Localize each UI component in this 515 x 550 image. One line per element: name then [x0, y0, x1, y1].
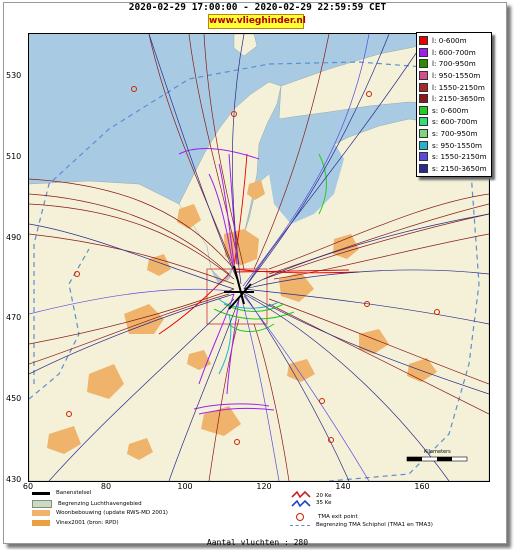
time-range-title: 2020-02-29 17:00:00 - 2020-02-29 22:59:5… [128, 2, 387, 13]
scale-bar [406, 456, 468, 462]
key-tma-exit: TMA exit point [290, 513, 358, 521]
airport-swatch [32, 500, 52, 508]
map-key: Banenstelsel Begrenzing Luchthavengebied… [32, 489, 492, 531]
legend-label: s: 950-1550m [432, 140, 483, 150]
key-label: Woonbebouwing (update RWS-MD 2001) [56, 510, 168, 516]
vinex-swatch [32, 520, 50, 526]
legend-label: l: 1550-2150m [432, 82, 485, 92]
legend-row: s: 0-600m [419, 105, 489, 117]
x-tick-100: 100 [177, 482, 193, 491]
y-tick-510: 510 [6, 152, 22, 161]
legend-label: l: 0-600m [432, 36, 467, 46]
legend-row: s: 600-700m [419, 116, 489, 128]
legend-label: s: 600-700m [432, 117, 478, 127]
legend-swatch [419, 36, 428, 46]
key-label: Vinex2001 (bron: RPD) [56, 520, 119, 526]
key-label: Banenstelsel [56, 490, 92, 496]
noise-zone-icon [290, 489, 312, 513]
key-label: Begrenzing Luchthavengebied [58, 501, 142, 507]
legend-label: s: 700-950m [432, 129, 478, 139]
tracks-teal [218, 298, 280, 375]
runway-swatch [32, 491, 50, 495]
legend-swatch [419, 140, 428, 150]
legend-swatch [419, 105, 428, 115]
y-tick-430: 430 [6, 475, 22, 484]
legend-label: l: 700-950m [432, 59, 476, 69]
noise-35ke-label: 35 Ke [316, 500, 332, 506]
legend-swatch [419, 129, 428, 139]
legend-swatch [419, 71, 428, 81]
tracks-landing-high [29, 34, 489, 481]
key-tma-boundary: Begrenzing TMA Schiphol (TMA1 en TMA3) [290, 522, 433, 528]
legend-row: l: 600-700m [419, 47, 489, 59]
legend-swatch [419, 117, 428, 127]
legend-swatch [419, 94, 428, 104]
legend-row: s: 1550-2150m [419, 151, 489, 163]
legend-swatch [419, 47, 428, 57]
tma-exit-icon [296, 513, 304, 521]
legend-swatch [419, 82, 428, 92]
tracks-green [213, 153, 327, 332]
legend-row: s: 700-950m [419, 128, 489, 140]
key-label: TMA exit point [318, 514, 358, 520]
legend-row: l: 0-600m [419, 35, 489, 47]
legend-label: l: 950-1550m [432, 71, 481, 81]
tracks-landing-low [158, 153, 360, 335]
flight-track-map[interactable]: Kilometers [28, 33, 490, 482]
legend-swatch [419, 152, 428, 162]
tracks-departure-high [29, 34, 489, 481]
scale-label: Kilometers [424, 449, 451, 455]
y-tick-530: 530 [6, 71, 22, 80]
land-north-holland [178, 81, 282, 283]
legend-label: l: 600-700m [432, 47, 476, 57]
x-tick-140: 140 [335, 482, 351, 491]
y-tick-490: 490 [6, 233, 22, 242]
legend-label: s: 0-600m [432, 105, 469, 115]
key-housing: Woonbebouwing (update RWS-MD 2001) [32, 510, 168, 516]
tma-boundary-icon [290, 524, 310, 526]
legend-swatch [419, 59, 428, 69]
markermeer-water [269, 129, 344, 224]
legend-label: s: 2150-3650m [432, 163, 487, 173]
x-tick-160: 160 [414, 482, 430, 491]
y-tick-450: 450 [6, 394, 22, 403]
site-brand-badge[interactable]: www.vlieghinder.nl [208, 14, 306, 29]
y-tick-470: 470 [6, 313, 22, 322]
legend-swatch [419, 163, 428, 173]
key-airport-boundary: Begrenzing Luchthavengebied [32, 500, 142, 508]
legend-row: s: 950-1550m [419, 139, 489, 151]
flight-count: Aantal vluchten : 280 [206, 538, 309, 547]
legend-label: l: 2150-3650m [432, 94, 485, 104]
x-tick-80: 80 [100, 482, 112, 491]
x-tick-120: 120 [256, 482, 272, 491]
housing-swatch [32, 510, 50, 516]
urban-areas [47, 180, 437, 460]
legend-row: l: 2150-3650m [419, 93, 489, 105]
legend-label: s: 1550-2150m [432, 152, 487, 162]
land-texel [233, 34, 258, 57]
key-vinex: Vinex2001 (bron: RPD) [32, 520, 119, 526]
legend-row: l: 700-950m [419, 58, 489, 70]
runways [224, 265, 254, 310]
key-runways: Banenstelsel [32, 490, 91, 496]
legend-row: l: 950-1550m [419, 70, 489, 82]
tma-exit-points [66, 86, 440, 445]
legend-row: s: 2150-3650m [419, 163, 489, 175]
noise-20ke-label: 20 Ke [316, 493, 332, 499]
tracks-departure-mid [29, 34, 370, 481]
altitude-legend: l: 0-600m l: 600-700m l: 700-950m l: 950… [416, 32, 492, 178]
x-tick-60: 60 [22, 482, 34, 491]
key-label: Begrenzing TMA Schiphol (TMA1 en TMA3) [316, 522, 433, 528]
legend-row: l: 1550-2150m [419, 81, 489, 93]
